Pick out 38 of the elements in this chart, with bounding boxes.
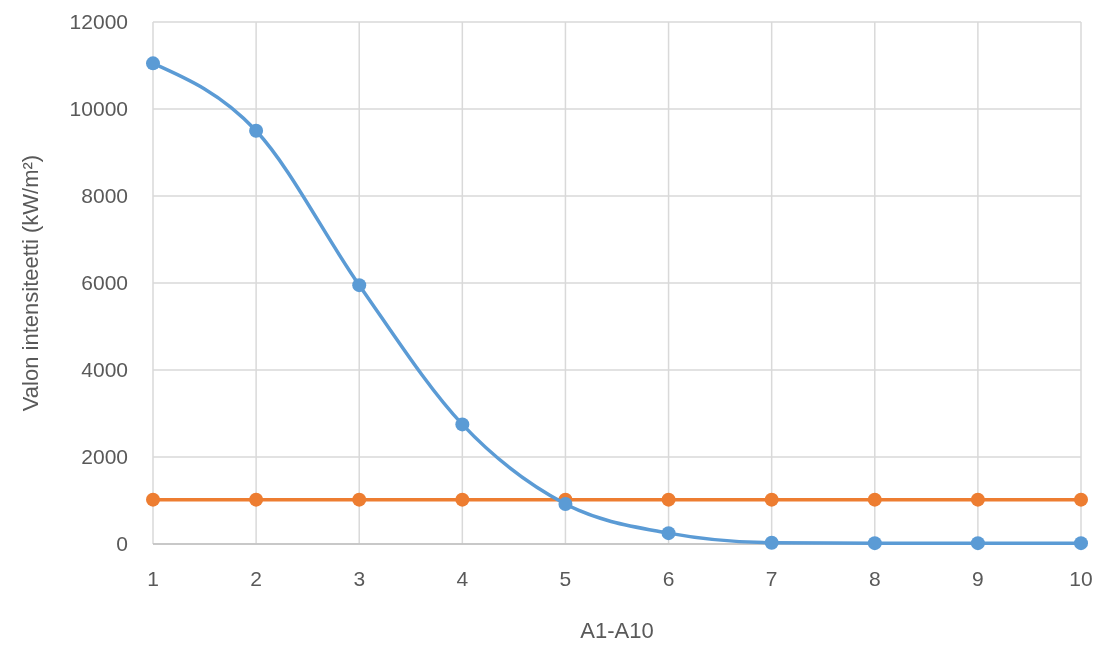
point: [661, 492, 676, 507]
y-axis-title: Valon intensiteetti (kW/m²): [18, 154, 43, 412]
point: [1074, 536, 1088, 551]
point: [249, 123, 264, 138]
y-tick-label: 0: [116, 532, 128, 556]
point: [146, 56, 160, 71]
point: [1074, 492, 1088, 507]
x-tick-label: 2: [250, 567, 262, 590]
x-tick-label: 1: [147, 567, 159, 590]
x-tick-label: 4: [456, 567, 469, 590]
point: [455, 492, 470, 507]
y-tick-label: 10000: [69, 97, 128, 121]
x-axis-title: A1-A10: [580, 618, 654, 643]
point: [764, 535, 779, 550]
point: [558, 496, 573, 511]
x-tick-label: 10: [1069, 567, 1093, 590]
y-tick-label: 12000: [69, 10, 128, 34]
x-tick-label: 3: [353, 567, 366, 590]
point: [867, 492, 882, 507]
point: [970, 536, 985, 551]
x-tick-label: 7: [765, 567, 778, 590]
x-tick-label: 6: [662, 567, 675, 590]
point: [352, 278, 367, 293]
point: [867, 536, 882, 551]
point: [249, 492, 264, 507]
x-tick-label: 5: [559, 567, 572, 590]
point: [146, 492, 160, 507]
y-tick-label: 8000: [81, 184, 128, 208]
point: [661, 526, 676, 541]
x-tick-label: 8: [868, 567, 881, 590]
point: [764, 492, 779, 507]
y-tick-label: 6000: [81, 271, 128, 295]
point: [352, 492, 367, 507]
y-tick-label: 4000: [81, 358, 128, 382]
y-tick-label: 2000: [81, 445, 128, 469]
x-tick-label: 9: [972, 567, 984, 590]
point: [455, 417, 470, 432]
point: [970, 492, 985, 507]
